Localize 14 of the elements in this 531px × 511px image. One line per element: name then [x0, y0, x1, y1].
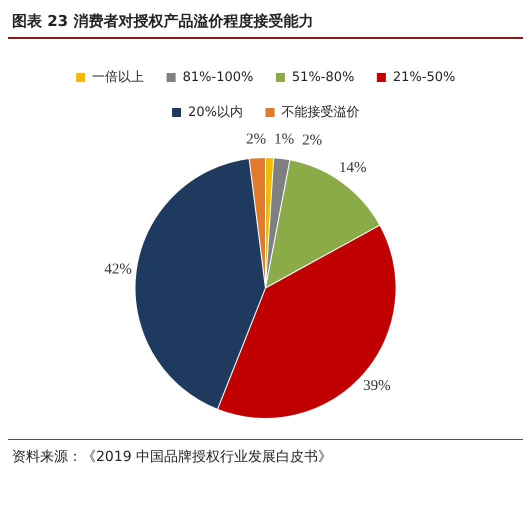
data-label: 39%	[363, 378, 391, 394]
data-label: 2%	[246, 132, 266, 148]
legend-label: 不能接受溢价	[281, 104, 360, 120]
legend-label: 21%-50%	[392, 70, 456, 85]
text: 资料来源：《2019 中国品牌授权行业发展白皮书》	[12, 448, 334, 467]
legend-label: 一倍以上	[92, 70, 144, 85]
chart-title: 图表 23 消费者对授权产品溢价程度接受能力	[8, 8, 523, 39]
data-label: 42%	[104, 261, 132, 278]
data-label: 2%	[302, 132, 322, 149]
data-label: 1%	[274, 132, 294, 148]
legend-label: 81%-100%	[182, 70, 254, 85]
legend-label: 51%-80%	[292, 70, 354, 85]
data-label: 14%	[339, 160, 367, 176]
legend-label: 20%以内	[188, 104, 243, 120]
